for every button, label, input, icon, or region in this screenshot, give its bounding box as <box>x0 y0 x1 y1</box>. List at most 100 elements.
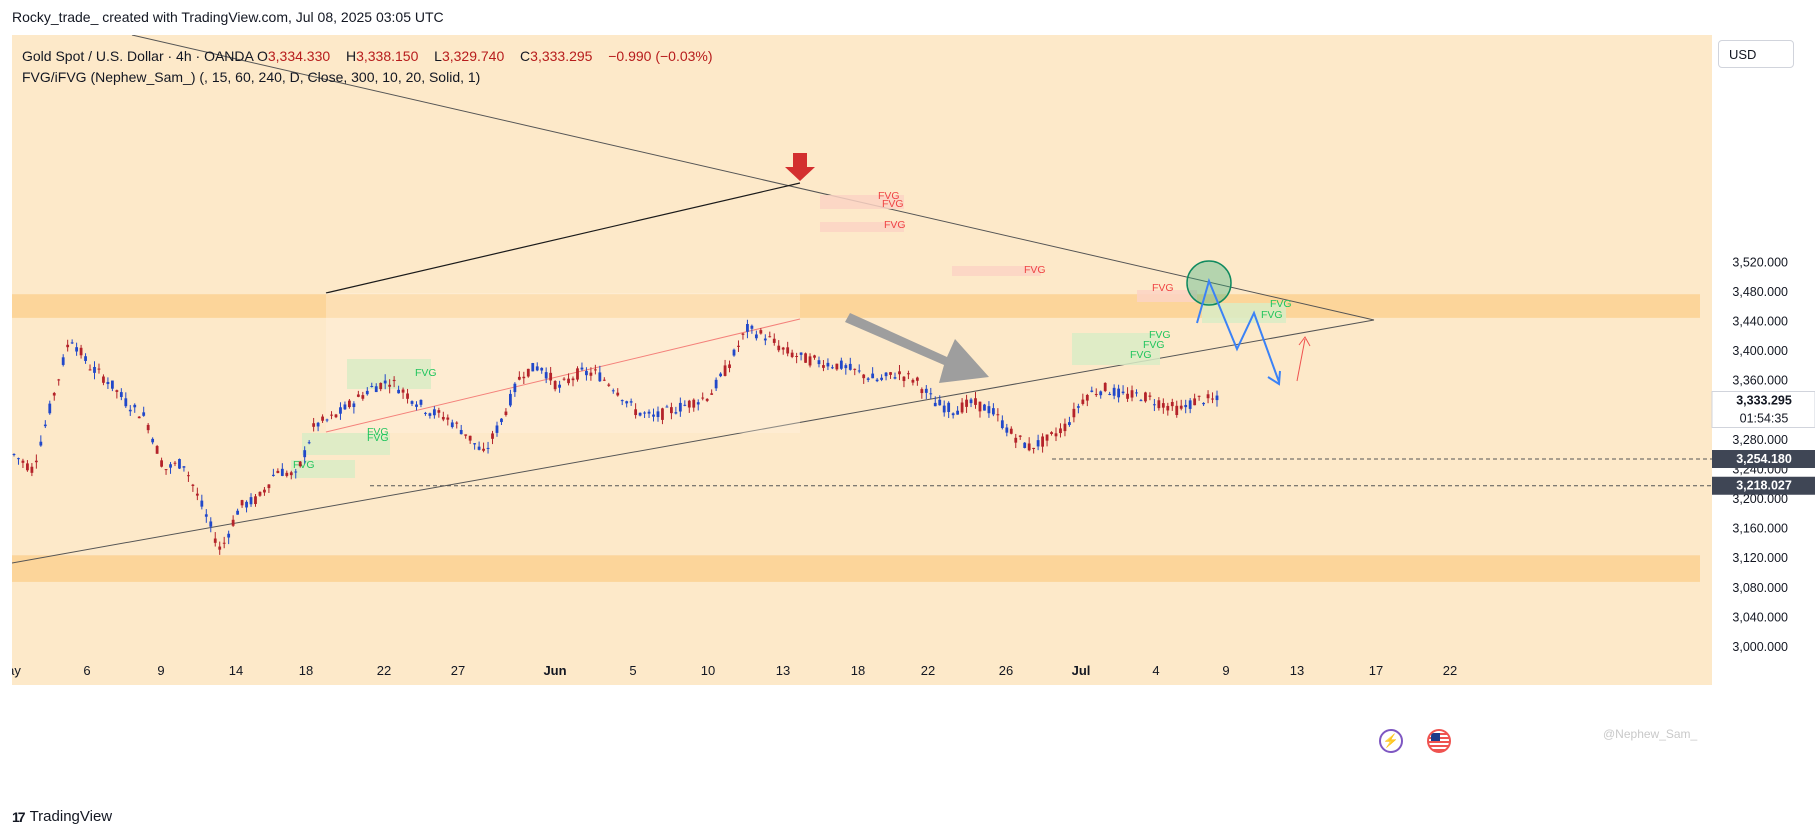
chart-area[interactable]: 3,000.000 3,040.000 3,080.000 3,120.000 3,16… <box>12 35 1815 795</box>
candle-body <box>687 400 691 408</box>
fvg-box <box>1072 355 1160 365</box>
candle-body <box>652 414 655 417</box>
candle-body <box>924 388 928 393</box>
candle-body <box>1161 403 1165 408</box>
candle-body <box>21 460 25 463</box>
candle-body <box>146 424 150 431</box>
candle-body <box>1045 434 1049 441</box>
candle-body <box>1166 405 1170 411</box>
us-flag-icon[interactable] <box>1427 729 1451 753</box>
price-chart[interactable]: 3,000.000 3,040.000 3,080.000 3,120.000 3,16… <box>12 35 1815 795</box>
price-badge[interactable] <box>1711 390 1815 428</box>
red-down-arrow <box>785 153 815 181</box>
candle-body <box>491 433 494 439</box>
candle-body <box>567 378 570 384</box>
candle-body <box>866 378 870 380</box>
candle-body <box>750 325 754 329</box>
candle-body <box>209 521 213 527</box>
price-badge[interactable] <box>1712 450 1815 469</box>
candle-body <box>1197 395 1201 397</box>
candle-body <box>893 377 897 379</box>
lightning-icon[interactable]: ⚡ <box>1379 729 1403 753</box>
candle-body <box>509 393 512 406</box>
fvg-label: FVG <box>1143 339 1165 351</box>
low-label: L <box>434 48 442 64</box>
candle-body <box>437 410 441 413</box>
currency-button[interactable]: USD <box>1718 40 1794 68</box>
projection-arrowhead <box>1267 370 1281 386</box>
price-badge[interactable] <box>1712 476 1815 495</box>
candle-body <box>1005 427 1009 433</box>
symbol-title[interactable]: Gold Spot / U.S. Dollar · 4h · OANDA <box>22 48 254 64</box>
candle-body <box>670 407 673 414</box>
candle-body <box>1130 390 1134 398</box>
candle-body <box>826 362 830 367</box>
candle-body <box>1139 400 1143 402</box>
candle-body <box>1032 447 1036 449</box>
candle-body <box>768 336 772 338</box>
candle-body <box>848 363 852 370</box>
y-tick-label: 3,440.000 <box>1732 315 1788 329</box>
candle-body <box>97 368 101 370</box>
candle-body <box>119 392 123 398</box>
candle-body <box>84 356 87 361</box>
candle-body <box>714 379 718 389</box>
close-value: 3,333.295 <box>530 48 593 64</box>
footer[interactable]: 17 TradingView <box>12 808 112 825</box>
candle-body <box>607 384 611 386</box>
fvg-box <box>820 195 904 209</box>
fvg-label: FVG <box>1270 298 1292 310</box>
fvg-label: FVG <box>1152 282 1174 294</box>
candle-body <box>415 404 418 407</box>
candle-body <box>522 376 526 379</box>
x-tick-label: 6 <box>83 663 90 678</box>
x-tick-label: Jul <box>1072 663 1091 678</box>
candle-body <box>1072 408 1076 418</box>
candle-body <box>1184 404 1188 408</box>
candle-body <box>151 438 155 443</box>
candle-body <box>956 410 960 415</box>
indicator-line[interactable]: FVG/iFVG (Nephew_Sam_) (, 15, 60, 240, D… <box>22 69 481 85</box>
candle-body <box>1099 391 1103 396</box>
candle-body <box>871 373 875 379</box>
candle-body <box>1112 387 1116 396</box>
change-value: −0.990 (−0.03%) <box>608 48 713 64</box>
candle-body <box>983 404 986 411</box>
candle-body <box>915 377 919 381</box>
candle-body <box>1063 423 1067 432</box>
candle-body <box>459 429 463 435</box>
fvg-box <box>291 460 355 478</box>
candle-body <box>271 474 275 476</box>
candle-body <box>204 514 208 517</box>
candle-body <box>951 413 955 416</box>
candle-body <box>419 399 423 405</box>
candle-body <box>258 491 262 496</box>
candle-body <box>30 466 34 473</box>
grey-trend-arrow <box>845 313 989 383</box>
candle-body <box>70 342 74 344</box>
candle-body <box>777 345 781 351</box>
candle-body <box>974 398 977 405</box>
fvg-box <box>302 433 390 455</box>
candle-body <box>17 458 20 460</box>
candle-body <box>356 394 360 397</box>
candle-body <box>799 352 803 355</box>
candle-body <box>1202 402 1205 405</box>
candle-body <box>808 356 812 366</box>
candle-body <box>576 368 579 380</box>
candle-body <box>1081 399 1085 404</box>
x-tick-label: 18 <box>299 663 313 678</box>
open-label: O <box>256 48 268 64</box>
candle-body <box>1175 405 1179 416</box>
candle-body <box>321 416 324 421</box>
plot-background <box>12 35 1712 685</box>
price-badge-label: 3,333.295 <box>1736 393 1792 407</box>
y-tick-label: 3,000.000 <box>1732 640 1788 654</box>
candle-body <box>26 463 29 471</box>
fvg-box <box>1137 290 1197 302</box>
x-tick-label: 5 <box>629 663 636 678</box>
candle-body <box>580 367 584 370</box>
candle-body <box>830 367 834 369</box>
candle-body <box>898 371 901 375</box>
candle-body <box>1041 436 1044 447</box>
